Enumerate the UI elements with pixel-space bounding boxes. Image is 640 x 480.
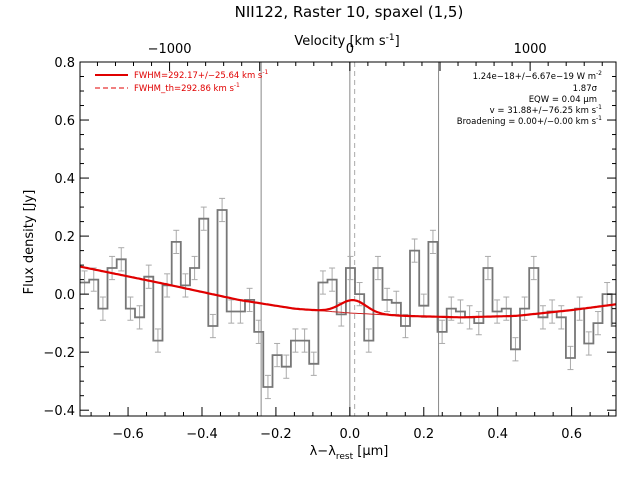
y-tick-label: 0.6 — [54, 114, 75, 129]
y-tick-label: 0.0 — [54, 288, 75, 303]
x-tick-label: 0.0 — [340, 427, 361, 442]
y-tick-label: −0.2 — [43, 346, 75, 361]
legend-entry-fwhm-th: FWHM_th=292.86 km s-1 — [134, 82, 240, 94]
y-tick-label: −0.4 — [43, 404, 75, 419]
x-tick-label: 0.4 — [487, 427, 508, 442]
fit-annotations: 1.24e−18+/−6.67e−19 W m-2 1.87σ EQW = 0.… — [457, 70, 602, 127]
x-tick-label: −0.4 — [186, 427, 218, 442]
top-tick-label: −1000 — [148, 42, 192, 57]
legend-entry-fwhm: FWHM=292.17+/−25.64 km s-1 — [134, 69, 269, 81]
gaussian-fit-line — [79, 265, 617, 319]
top-tick-label: 1000 — [514, 42, 547, 57]
legend: FWHM=292.17+/−25.64 km s-1 FWHM_th=292.8… — [95, 69, 269, 94]
top-axis-label: Velocity [km s-1] — [294, 33, 399, 49]
chart-title: NII122, Raster 10, spaxel (1,5) — [235, 3, 464, 21]
annotation-sigma: 1.87σ — [573, 84, 598, 94]
plot-frame — [79, 61, 617, 417]
y-tick-label: 0.4 — [54, 172, 75, 187]
x-tick-label: 0.2 — [413, 427, 434, 442]
y-tick-label: 0.8 — [54, 56, 75, 71]
x-axis-label: λ−λrest [μm] — [310, 444, 389, 462]
x-tick-label: −0.6 — [112, 427, 144, 442]
spectrum-line — [80, 209, 616, 388]
annotation-velocity: v = 31.88+/−76.25 km s-1 — [490, 104, 603, 116]
y-tick-label: 0.2 — [54, 230, 75, 245]
x-tick-label: 0.6 — [561, 427, 582, 442]
annotation-broadening: Broadening = 0.00+/−0.00 km s-1 — [457, 115, 602, 127]
continuum-line — [79, 266, 617, 318]
y-axis-label: Flux density [Jy] — [22, 190, 37, 295]
x-tick-label: −0.2 — [260, 427, 292, 442]
annotation-flux: 1.24e−18+/−6.67e−19 W m-2 — [473, 70, 603, 82]
annotation-eqw: EQW = 0.04 μm — [529, 95, 597, 105]
top-tick-label: 0 — [346, 42, 354, 57]
plot-area: −0.6 −0.4 −0.2 0.0 0.2 0.4 0.6 −1000 0 1000 −0.4 −0… — [43, 42, 617, 442]
